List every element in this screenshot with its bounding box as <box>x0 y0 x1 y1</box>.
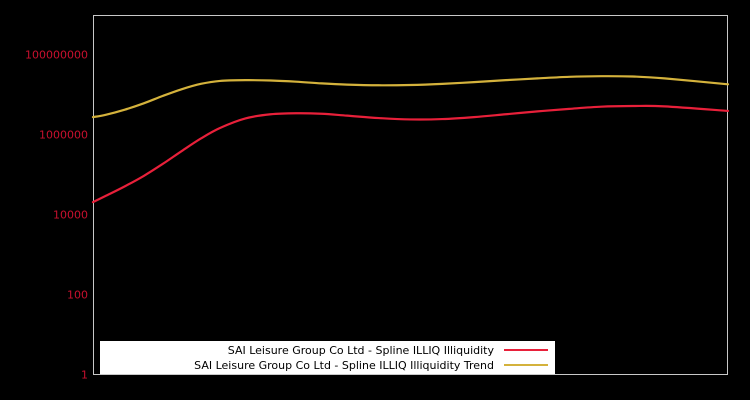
legend-item[interactable]: SAI Leisure Group Co Ltd - Spline ILLIQ … <box>101 343 554 358</box>
legend-label: SAI Leisure Group Co Ltd - Spline ILLIQ … <box>194 358 494 372</box>
y-axis-tick-label: 1 <box>81 368 88 382</box>
y-axis-tick-labels: 100000000 1000000 10000 100 1 <box>0 0 88 400</box>
legend-swatch-trend <box>504 364 548 366</box>
legend-label: SAI Leisure Group Co Ltd - Spline ILLIQ … <box>227 343 494 357</box>
y-axis-tick-label: 1000000 <box>39 128 88 142</box>
legend-swatch-illiquidity <box>504 349 548 351</box>
chart-legend: SAI Leisure Group Co Ltd - Spline ILLIQ … <box>100 341 555 374</box>
y-axis-tick-label: 10000 <box>53 208 88 222</box>
y-axis-tick-label: 100000000 <box>25 48 88 62</box>
plot-area <box>93 15 728 375</box>
legend-item[interactable]: SAI Leisure Group Co Ltd - Spline ILLIQ … <box>101 358 554 373</box>
y-axis-tick-label: 100 <box>67 288 88 302</box>
